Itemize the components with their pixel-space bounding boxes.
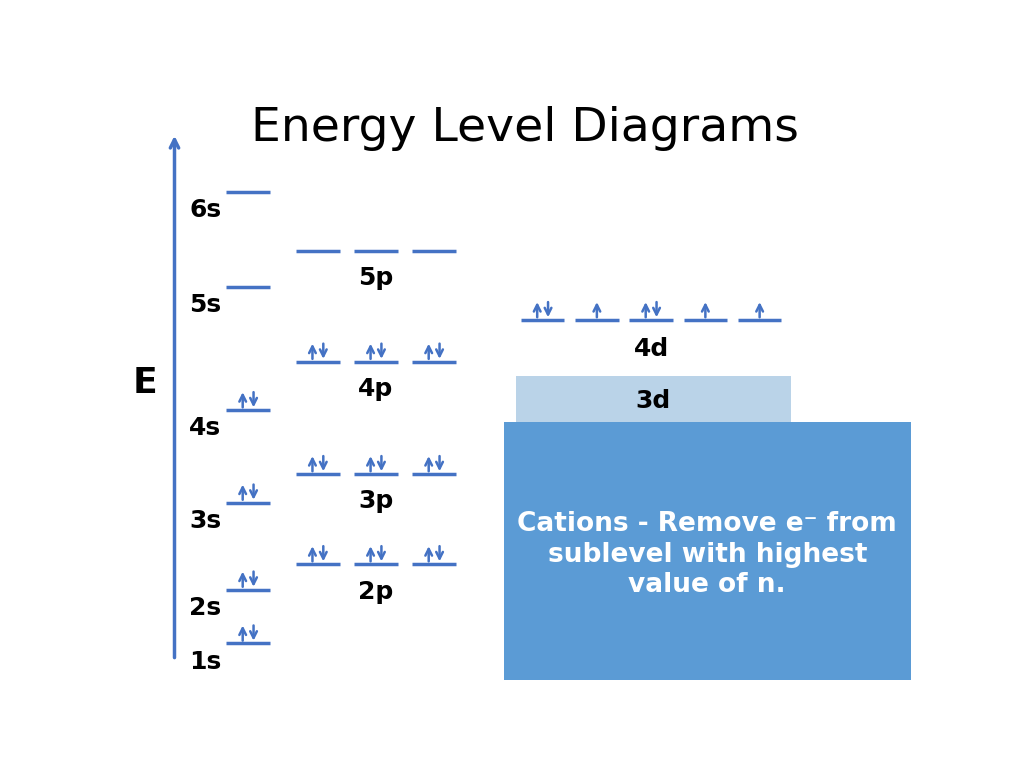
Text: 6s: 6s [189, 198, 221, 223]
Text: 4s: 4s [189, 416, 221, 440]
Text: value of n.: value of n. [629, 572, 786, 598]
Text: sublevel with highest: sublevel with highest [548, 541, 867, 568]
Text: 4d: 4d [634, 337, 669, 361]
Text: Energy Level Diagrams: Energy Level Diagrams [251, 106, 799, 151]
Text: 3d: 3d [636, 389, 671, 412]
Text: 3s: 3s [189, 508, 221, 533]
Text: 3p: 3p [358, 489, 393, 514]
Text: 2p: 2p [358, 580, 393, 604]
Bar [515, 376, 791, 425]
Text: 2s: 2s [189, 596, 221, 620]
Text: Cations - Remove e⁻ from: Cations - Remove e⁻ from [517, 511, 897, 537]
Bar [504, 422, 910, 680]
Text: 1s: 1s [189, 650, 221, 674]
Text: 5s: 5s [189, 293, 221, 317]
Text: 4p: 4p [358, 377, 393, 401]
Text: 5p: 5p [358, 266, 393, 290]
Text: E: E [133, 366, 158, 400]
